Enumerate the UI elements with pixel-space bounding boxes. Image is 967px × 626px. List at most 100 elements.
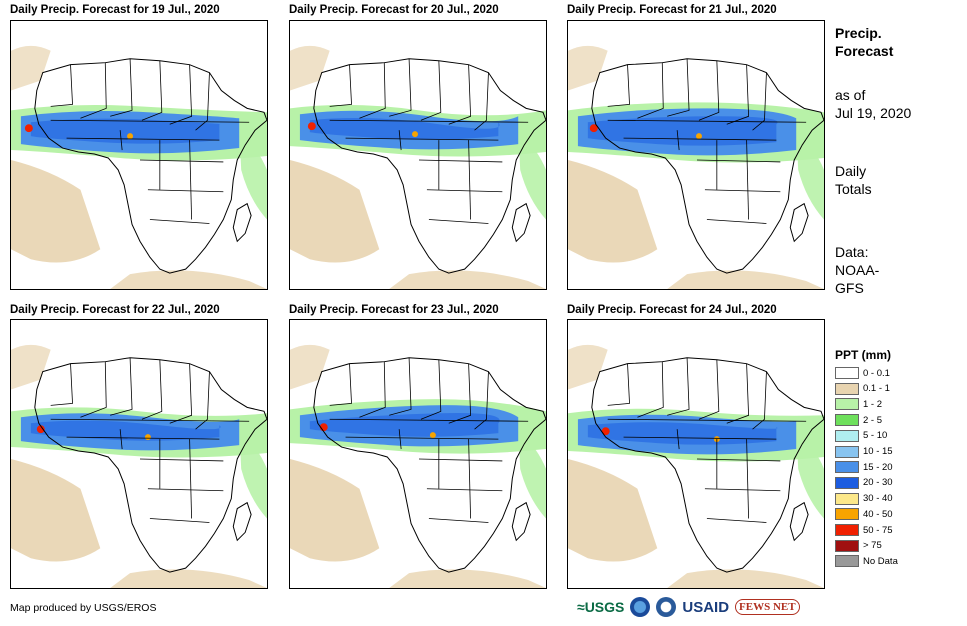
country-border xyxy=(607,418,807,422)
country-border xyxy=(66,436,220,440)
legend-item: 1 - 2 xyxy=(835,397,882,411)
legend-swatch xyxy=(835,492,859,505)
legend-label: 20 - 30 xyxy=(863,477,893,489)
country-border xyxy=(623,137,777,141)
country-border xyxy=(359,361,386,418)
rain-core-extreme xyxy=(589,124,598,133)
country-border xyxy=(426,189,503,193)
country-border xyxy=(329,119,529,123)
legend-label: 1 - 2 xyxy=(863,398,883,410)
country-border xyxy=(141,359,163,420)
legend-swatch xyxy=(835,367,859,379)
dry-zone-north xyxy=(290,45,330,91)
country-border xyxy=(195,371,210,430)
country-border xyxy=(418,458,503,462)
madagascar-outline xyxy=(232,501,252,542)
forecast-map-5 xyxy=(289,319,547,589)
country-border xyxy=(746,439,749,519)
sidebar-totals-line2: Totals xyxy=(835,181,872,197)
panel-title-6: Daily Precip. Forecast for 24 Jul., 2020 xyxy=(567,304,777,316)
country-border xyxy=(637,62,664,119)
madagascar-outline xyxy=(789,202,809,243)
country-border xyxy=(398,130,402,151)
country-border xyxy=(66,137,220,141)
dry-zone-atlantic xyxy=(290,159,380,263)
country-border xyxy=(149,518,210,523)
country-border xyxy=(195,72,210,131)
country-border xyxy=(607,119,807,123)
dry-zone-south xyxy=(389,569,546,588)
panel-title-2: Daily Precip. Forecast for 20 Jul., 2020 xyxy=(289,4,499,16)
country-border xyxy=(426,488,503,492)
rain-band-heavy xyxy=(30,420,221,441)
country-border xyxy=(345,137,499,141)
country-border xyxy=(389,58,412,117)
sidebar-data-source: Data: NOAA- GFS xyxy=(835,243,879,297)
forecast-map-2 xyxy=(289,20,547,290)
madagascar-outline xyxy=(511,202,531,243)
legend-item: 40 - 50 xyxy=(835,507,893,521)
rain-band-heavy xyxy=(587,422,778,445)
country-border xyxy=(398,429,402,450)
africa-coastline xyxy=(34,357,267,573)
country-border xyxy=(80,62,107,119)
sidebar-title-line2: Forecast xyxy=(835,43,894,59)
dry-zone-south xyxy=(110,270,267,289)
rain-band-heavy xyxy=(309,413,500,437)
country-border xyxy=(746,140,749,220)
legend-swatch xyxy=(835,524,859,536)
madagascar-outline xyxy=(511,501,531,542)
legend-label: > 75 xyxy=(863,540,882,552)
country-border xyxy=(169,363,192,424)
rain-core-extreme xyxy=(36,425,45,434)
country-border xyxy=(428,518,489,523)
legend-swatch xyxy=(835,398,859,411)
country-border xyxy=(696,159,781,163)
legend-swatch xyxy=(835,555,859,568)
forecast-map-3 xyxy=(567,20,825,290)
legend-item: 30 - 40 xyxy=(835,492,893,506)
country-border xyxy=(420,359,442,420)
country-border xyxy=(676,130,680,151)
country-border xyxy=(637,361,664,418)
partner-logos: ≈USGS USAID FEWS NET xyxy=(577,596,800,618)
forecast-map-6 xyxy=(567,319,825,589)
legend-item: 50 - 75 xyxy=(835,523,893,537)
country-border xyxy=(147,488,224,492)
country-border xyxy=(345,436,499,440)
country-border xyxy=(50,363,73,406)
country-border xyxy=(119,130,123,151)
madagascar-outline xyxy=(789,501,809,542)
sidebar-asof: as of Jul 19, 2020 xyxy=(835,86,911,122)
sidebar-data-line1: Data: xyxy=(835,244,869,260)
country-border xyxy=(752,72,767,131)
dry-zone-atlantic xyxy=(568,458,658,562)
rain-core-extreme xyxy=(24,124,33,133)
country-border xyxy=(110,357,133,416)
legend-swatch xyxy=(835,414,859,427)
legend-item: 5 - 10 xyxy=(835,429,887,443)
country-border xyxy=(329,418,529,422)
africa-coastline xyxy=(34,58,267,274)
country-border xyxy=(704,189,781,193)
country-border xyxy=(359,62,386,119)
country-border xyxy=(468,140,471,220)
usaid-logo: USAID xyxy=(682,598,730,616)
rain-band-heavy xyxy=(30,118,221,144)
africa-coastline xyxy=(313,58,546,274)
legend-item: 20 - 30 xyxy=(835,476,893,490)
nasa-seal-icon xyxy=(656,597,677,617)
country-border xyxy=(607,363,630,406)
legend-swatch xyxy=(835,476,859,489)
dry-zone-atlantic xyxy=(11,159,101,263)
legend-label: 40 - 50 xyxy=(863,508,893,520)
country-border xyxy=(50,418,250,422)
noaa-logo-icon xyxy=(630,597,651,617)
sidebar-asof-line1: as of xyxy=(835,87,866,103)
country-border xyxy=(50,119,250,123)
africa-map-svg xyxy=(290,344,546,588)
panel-title-4: Daily Precip. Forecast for 22 Jul., 2020 xyxy=(10,304,220,316)
dry-zone-south xyxy=(110,569,267,588)
africa-map-svg xyxy=(11,45,267,289)
legend-swatch xyxy=(835,445,859,458)
